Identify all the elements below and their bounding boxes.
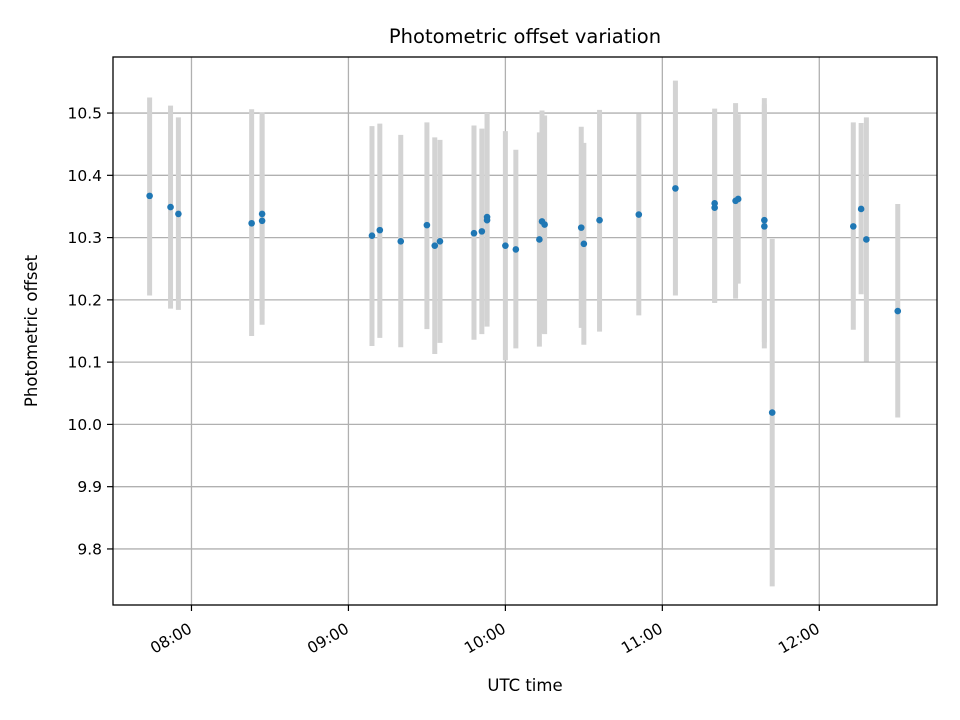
data-point [894,307,902,315]
x-axis-ticks: 08:00 09:00 10:00 11:00 12:00 [147,605,823,658]
data-point [397,238,405,245]
data-point [577,224,585,231]
x-tick-label: 11:00 [618,620,666,658]
data-point [436,238,444,245]
data-point [711,204,718,211]
data-point [368,232,376,240]
data-point [512,246,520,253]
data-point [258,210,266,218]
y-tick-label: 9.9 [77,478,102,496]
x-tick-label: 10:00 [461,620,509,658]
data-point [857,205,865,213]
y-tick-label: 10.0 [67,416,102,434]
error-bars [147,80,901,587]
data-point [761,223,768,230]
data-point [175,210,182,218]
data-point [248,219,255,227]
y-tick-label: 10.2 [67,291,102,309]
y-axis-label: Photometric offset [22,254,41,407]
chart-title: Photometric offset variation [389,25,661,48]
y-tick-label: 10.3 [67,229,102,247]
data-point [761,216,768,224]
y-tick-label: 10.5 [67,105,102,123]
data-point [483,216,491,224]
y-tick-label: 9.8 [77,540,102,558]
x-tick-label: 12:00 [775,620,823,658]
data-point [423,221,431,229]
data-point [478,228,486,235]
data-point [470,229,478,237]
data-point [635,211,643,218]
data-points [146,185,902,416]
x-axis-label: UTC time [487,676,562,695]
data-point [502,242,509,249]
data-point [541,221,548,228]
data-point [167,203,174,211]
y-tick-label: 10.1 [67,354,102,372]
data-point [146,192,153,200]
x-tick-label: 09:00 [304,620,352,658]
data-point [376,226,384,234]
data-point [580,240,588,248]
data-point [431,242,439,249]
grid [113,57,937,605]
data-point [768,409,776,416]
data-point [672,185,679,192]
data-point [734,195,742,203]
y-tick-label: 10.4 [67,167,102,185]
x-tick-label: 08:00 [147,620,195,658]
data-point [536,236,543,243]
data-point [258,217,266,225]
y-axis-ticks: 9.8 9.9 10.0 10.1 10.2 10.3 10.4 10.5 [67,105,113,558]
data-point [849,223,857,230]
data-point [596,216,603,224]
plot-frame [112,56,938,606]
data-point [863,236,870,243]
